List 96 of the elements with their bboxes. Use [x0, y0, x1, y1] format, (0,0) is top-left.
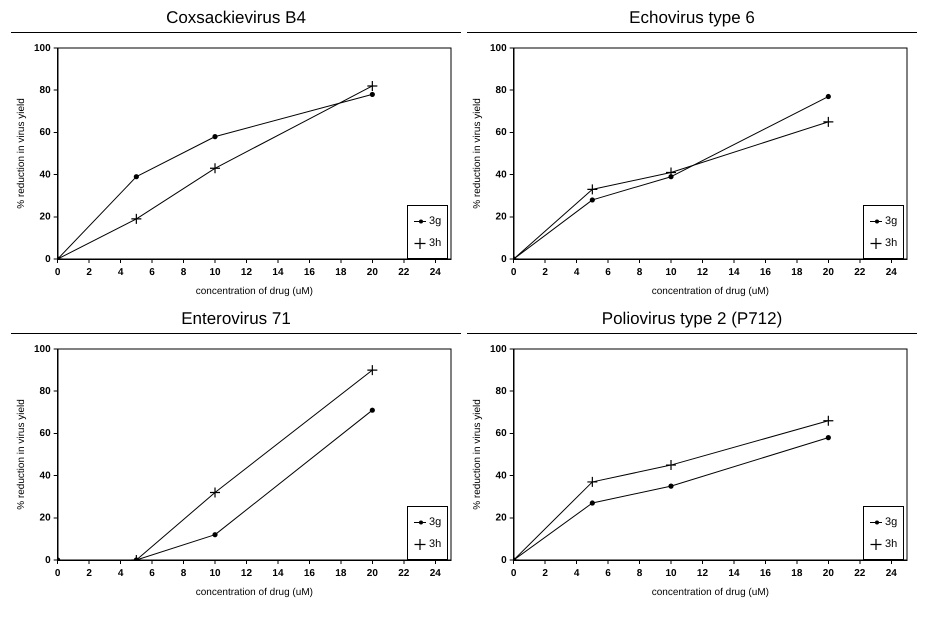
- legend-label: 3h: [885, 538, 898, 550]
- chart-title: Poliovirus type 2 (P712): [600, 309, 784, 330]
- y-tick-label: 60: [40, 127, 52, 138]
- x-tick-label: 16: [304, 266, 316, 278]
- y-tick-label: 60: [496, 127, 508, 138]
- chart-title: Enterovirus 71: [180, 309, 292, 330]
- x-tick-label: 2: [86, 568, 92, 579]
- y-tick-label: 80: [496, 386, 508, 397]
- x-tick-label: 8: [636, 266, 643, 278]
- y-tick-label: 0: [501, 554, 508, 566]
- y-axis-title: % reduction in virus yield: [472, 399, 483, 510]
- x-tick-label: 24: [430, 568, 442, 579]
- y-tick-label: 40: [40, 470, 52, 482]
- x-axis-title: concentration of drug (uM): [652, 286, 769, 297]
- y-tick-label: 100: [34, 344, 52, 355]
- x-axis-title: concentration of drug (uM): [652, 586, 769, 598]
- x-tick-label: 22: [398, 266, 410, 278]
- x-tick-label: 14: [272, 568, 284, 579]
- y-tick-label: 40: [496, 470, 508, 482]
- legend-label: 3g: [885, 516, 898, 528]
- x-tick-label: 6: [149, 266, 156, 278]
- x-tick-label: 16: [304, 568, 316, 579]
- legend-label: 3h: [885, 237, 898, 249]
- y-tick-label: 20: [40, 212, 52, 223]
- x-tick-label: 2: [542, 568, 548, 579]
- x-tick-label: 18: [335, 266, 347, 278]
- x-tick-label: 24: [886, 266, 898, 278]
- x-tick-label: 4: [118, 568, 124, 579]
- y-tick-label: 80: [40, 386, 52, 397]
- x-tick-label: 22: [854, 266, 866, 278]
- x-tick-label: 12: [696, 266, 708, 278]
- x-tick-label: 22: [854, 568, 866, 579]
- y-tick-label: 60: [496, 428, 508, 440]
- x-tick-label: 18: [791, 568, 803, 579]
- y-tick-label: 0: [45, 554, 52, 566]
- y-axis-title: % reduction in virus yield: [16, 98, 27, 209]
- x-tick-label: 16: [760, 568, 772, 579]
- legend-label: 3h: [429, 237, 442, 249]
- x-tick-label: 6: [605, 266, 612, 278]
- x-tick-label: 6: [149, 568, 156, 579]
- y-tick-label: 100: [490, 42, 508, 54]
- x-tick-label: 20: [366, 266, 378, 278]
- x-tick-label: 16: [760, 266, 772, 278]
- legend-label: 3g: [885, 215, 898, 227]
- chart-title: Coxsackievirus B4: [165, 8, 307, 29]
- legend-label: 3h: [429, 538, 442, 550]
- legend-label: 3g: [429, 516, 442, 528]
- x-tick-label: 10: [209, 266, 222, 278]
- y-tick-label: 20: [496, 212, 508, 223]
- y-axis-title: % reduction in virus yield: [472, 98, 483, 209]
- x-tick-label: 8: [180, 568, 187, 579]
- x-tick-label: 20: [822, 568, 834, 579]
- x-tick-label: 0: [510, 568, 517, 579]
- x-axis-title: concentration of drug (uM): [196, 286, 313, 297]
- x-tick-label: 14: [728, 266, 740, 278]
- x-tick-label: 10: [209, 568, 222, 579]
- x-tick-label: 8: [636, 568, 643, 579]
- x-tick-label: 4: [118, 266, 124, 278]
- x-tick-label: 10: [665, 266, 678, 278]
- x-tick-label: 14: [272, 266, 284, 278]
- x-tick-label: 12: [240, 568, 252, 579]
- y-tick-label: 20: [40, 512, 52, 524]
- legend-label: 3g: [429, 215, 442, 227]
- y-tick-label: 40: [40, 169, 52, 180]
- y-tick-label: 0: [501, 254, 508, 265]
- x-tick-label: 2: [86, 266, 92, 278]
- chart-title: Echovirus type 6: [628, 8, 756, 29]
- x-tick-label: 6: [605, 568, 612, 579]
- x-tick-label: 4: [574, 568, 580, 579]
- y-tick-label: 100: [490, 344, 508, 355]
- x-tick-label: 2: [542, 266, 548, 278]
- x-tick-label: 18: [791, 266, 803, 278]
- x-tick-label: 12: [240, 266, 252, 278]
- x-axis-title: concentration of drug (uM): [196, 586, 313, 598]
- x-tick-label: 18: [335, 568, 347, 579]
- x-tick-label: 8: [180, 266, 187, 278]
- x-tick-label: 20: [822, 266, 834, 278]
- x-tick-label: 12: [696, 568, 708, 579]
- x-tick-label: 10: [665, 568, 678, 579]
- x-tick-label: 0: [54, 266, 61, 278]
- y-tick-label: 80: [40, 84, 52, 96]
- x-tick-label: 4: [574, 266, 580, 278]
- y-tick-label: 20: [496, 512, 508, 524]
- x-tick-label: 24: [430, 266, 442, 278]
- y-tick-label: 40: [496, 169, 508, 180]
- y-tick-label: 0: [45, 254, 52, 265]
- x-tick-label: 22: [398, 568, 410, 579]
- y-tick-label: 80: [496, 84, 508, 96]
- x-tick-label: 14: [728, 568, 740, 579]
- x-tick-label: 0: [510, 266, 517, 278]
- x-tick-label: 0: [54, 568, 61, 579]
- y-tick-label: 60: [40, 428, 52, 440]
- x-tick-label: 20: [366, 568, 378, 579]
- y-tick-label: 100: [34, 42, 52, 54]
- y-axis-title: % reduction in virus yield: [16, 399, 27, 510]
- x-tick-label: 24: [886, 568, 898, 579]
